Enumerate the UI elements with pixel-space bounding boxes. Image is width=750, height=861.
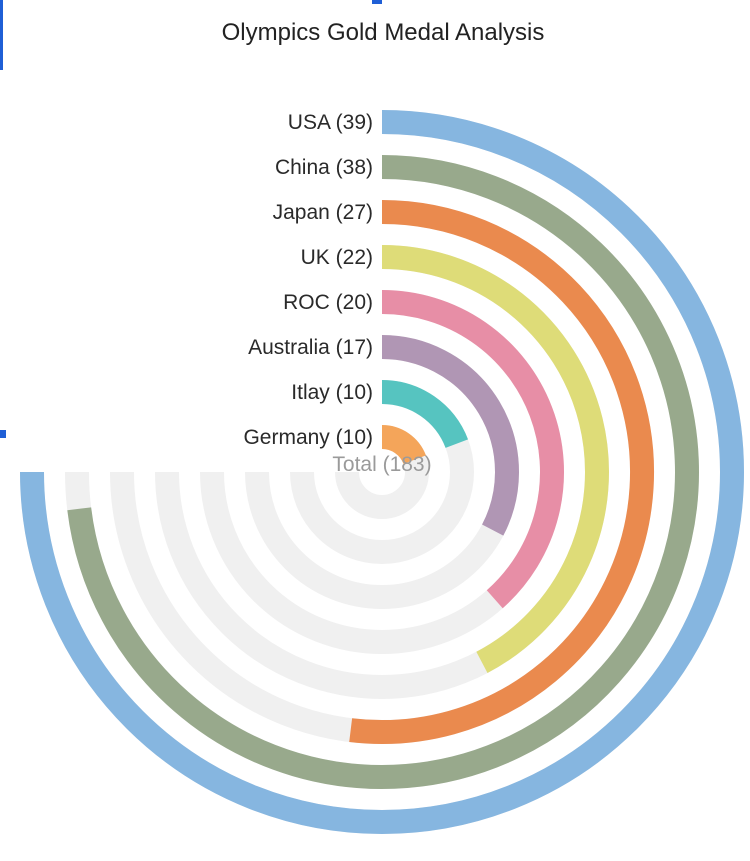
label-itlay: Itlay (10) <box>291 381 373 404</box>
bar-itlay[interactable] <box>381 380 469 449</box>
total-label: Total (183) <box>332 453 431 476</box>
bar-china[interactable] <box>67 155 699 789</box>
bar-uk[interactable] <box>381 245 609 673</box>
bar-group <box>20 110 744 834</box>
bar-usa[interactable] <box>20 110 744 834</box>
label-group: USA (39) China (38) Japan (27) UK (22) ROC (… <box>243 111 373 449</box>
label-australia: Australia (17) <box>248 336 373 359</box>
window-edge-line <box>0 0 3 70</box>
bar-germany[interactable] <box>381 425 426 465</box>
label-usa: USA (39) <box>288 111 373 134</box>
window-edge-marker <box>0 430 6 438</box>
label-china: China (38) <box>275 156 373 179</box>
window-edge-tab <box>372 0 382 4</box>
chart-title: Olympics Gold Medal Analysis <box>222 19 545 46</box>
label-germany: Germany (10) <box>243 426 373 449</box>
label-japan: Japan (27) <box>273 201 373 224</box>
bar-japan[interactable] <box>349 200 655 744</box>
label-roc: ROC (20) <box>283 291 373 314</box>
bar-australia[interactable] <box>381 335 519 536</box>
bar-roc[interactable] <box>381 290 564 609</box>
label-uk: UK (22) <box>301 246 373 269</box>
